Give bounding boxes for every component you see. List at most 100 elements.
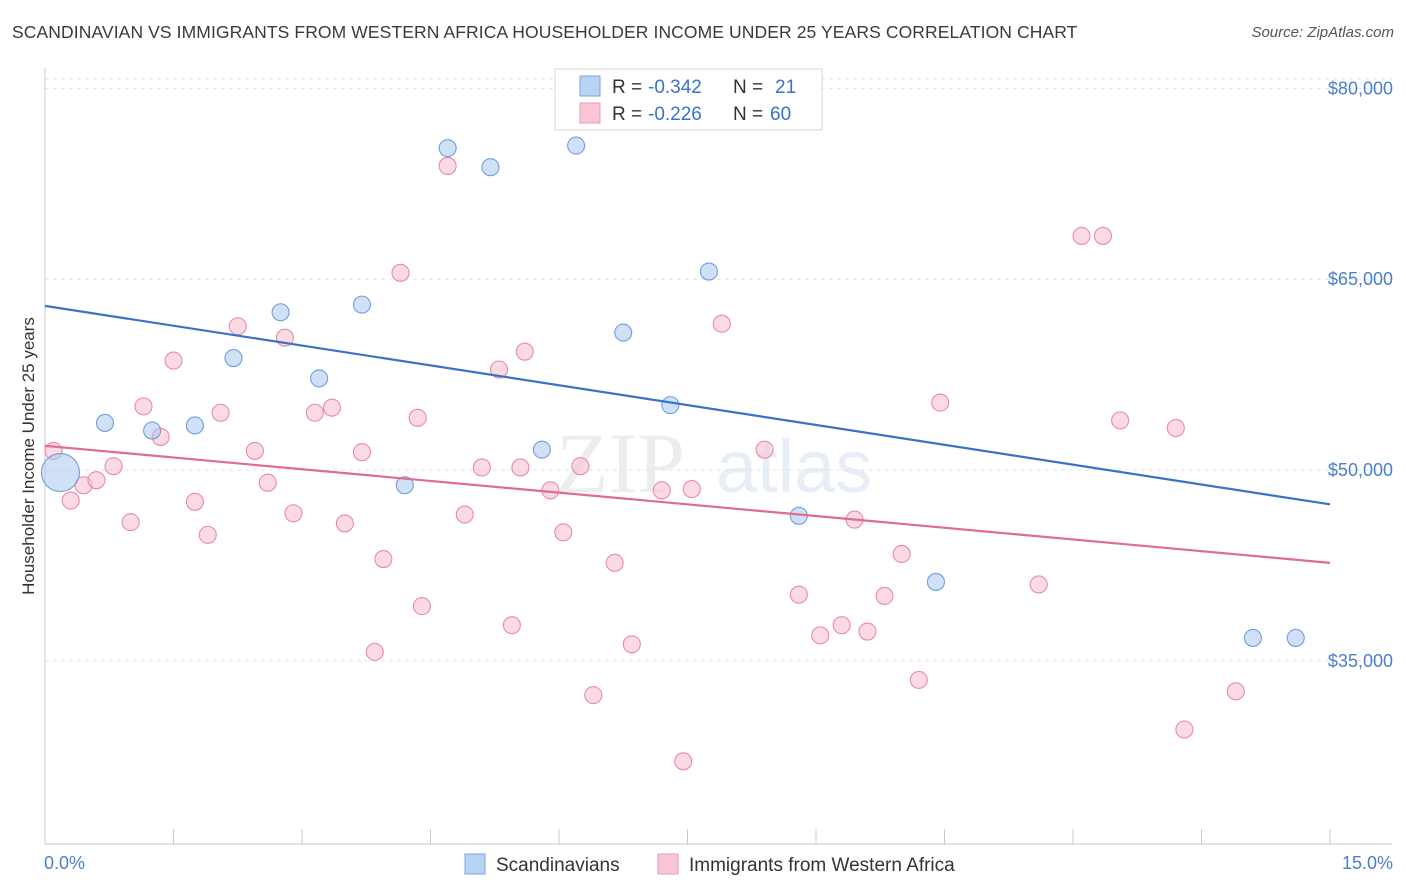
scandinavians-point bbox=[271, 303, 290, 322]
immigrants-point bbox=[455, 505, 474, 524]
immigrants-point bbox=[832, 616, 851, 635]
stats-r-label-blue: R = bbox=[612, 77, 642, 98]
scandinavians-point bbox=[185, 416, 204, 435]
immigrants-point bbox=[605, 553, 624, 572]
immigrants-point bbox=[502, 616, 521, 635]
immigrants-point bbox=[322, 398, 342, 417]
immigrants-point bbox=[622, 635, 641, 654]
y-tick-label: $35,000 bbox=[1328, 651, 1393, 671]
stats-r-value-pink: -0.226 bbox=[648, 104, 702, 125]
scandinavians-point bbox=[614, 323, 633, 342]
scandinavians-point bbox=[438, 139, 457, 158]
immigrants-point bbox=[892, 544, 911, 564]
stats-r-value-blue: -0.342 bbox=[648, 77, 702, 98]
legend-swatch-scandinavians bbox=[464, 853, 486, 875]
immigrants-point bbox=[335, 514, 354, 533]
immigrants-point bbox=[185, 492, 204, 511]
immigrants-point bbox=[352, 443, 372, 462]
immigrants-point bbox=[472, 458, 491, 477]
immigrants-point bbox=[61, 491, 80, 510]
scandinavians-point bbox=[310, 369, 329, 388]
scandinavians-point bbox=[699, 262, 718, 281]
gridlines bbox=[45, 78, 1392, 662]
immigrants-point bbox=[374, 549, 393, 569]
immigrants-point bbox=[712, 314, 731, 333]
scandinavians-point bbox=[1286, 628, 1305, 647]
scandinavians-point bbox=[926, 572, 945, 591]
scandinavians-point bbox=[224, 348, 243, 368]
immigrants-point bbox=[87, 471, 106, 490]
scandinavians-point bbox=[481, 158, 500, 177]
immigrants-point bbox=[1029, 575, 1048, 594]
scandinavians-point bbox=[1243, 628, 1262, 647]
immigrants-point bbox=[571, 457, 590, 476]
immigrants-point bbox=[682, 480, 701, 499]
immigrants-point bbox=[875, 586, 894, 605]
scandinavians-point bbox=[40, 452, 80, 493]
legend-label-scandinavians: Scandinavians bbox=[496, 855, 620, 876]
immigrants-point bbox=[228, 317, 247, 336]
immigrants-point bbox=[858, 622, 877, 641]
stats-n-label-pink: N = bbox=[733, 104, 763, 125]
immigrants-point bbox=[1175, 720, 1194, 739]
immigrants-point bbox=[438, 156, 457, 176]
immigrants-point bbox=[511, 458, 530, 477]
immigrants-point bbox=[489, 360, 509, 379]
x-ticks bbox=[44, 829, 1331, 844]
immigrants-point bbox=[284, 504, 303, 523]
immigrants-point bbox=[408, 408, 427, 427]
stats-n-label-blue: N = bbox=[733, 77, 763, 98]
immigrants-point bbox=[391, 263, 410, 282]
scandinavians-point bbox=[395, 476, 414, 495]
immigrants-point bbox=[305, 403, 324, 422]
stats-legend-swatch-blue bbox=[579, 75, 601, 97]
immigrants-point bbox=[245, 441, 264, 460]
immigrants-point bbox=[1093, 226, 1113, 245]
trend-lines bbox=[44, 304, 1331, 564]
immigrants-point bbox=[164, 351, 183, 370]
legend-swatch-immigrants bbox=[657, 853, 679, 875]
chart-title: SCANDINAVIAN VS IMMIGRANTS FROM WESTERN … bbox=[12, 22, 1078, 42]
immigrants-point bbox=[931, 393, 950, 412]
immigrants-point bbox=[652, 481, 671, 500]
axes bbox=[44, 68, 1392, 845]
immigrants-point bbox=[365, 642, 384, 661]
series-scandinavians-points bbox=[40, 100, 1305, 647]
stats-n-value-pink: 60 bbox=[770, 104, 791, 125]
immigrants-point bbox=[755, 440, 774, 459]
series-immigrants-points bbox=[44, 156, 1245, 771]
scandinavians-point bbox=[532, 440, 551, 459]
immigrants-point bbox=[121, 513, 140, 532]
immigrants-point bbox=[909, 670, 928, 689]
immigrants-point bbox=[104, 457, 123, 476]
immigrants-point bbox=[198, 525, 217, 544]
x-tick-label-min: 0.0% bbox=[44, 853, 85, 873]
immigrants-point bbox=[811, 626, 830, 645]
y-tick-label: $50,000 bbox=[1328, 460, 1393, 480]
immigrants-point bbox=[584, 686, 603, 705]
stats-r-label-pink: R = bbox=[612, 104, 642, 125]
immigrants-point bbox=[258, 473, 277, 492]
scandinavians-trend-line bbox=[44, 304, 1331, 506]
series-legend: Scandinavians Immigrants from Western Af… bbox=[464, 853, 955, 876]
scandinavians-point bbox=[143, 421, 162, 440]
y-axis-label: Householder Income Under 25 years bbox=[19, 317, 38, 595]
immigrants-point bbox=[515, 342, 534, 361]
immigrants-point bbox=[1072, 226, 1091, 245]
immigrants-point bbox=[134, 397, 153, 416]
stats-legend: R = -0.342 N = 21 R = -0.226 N = 60 bbox=[554, 68, 823, 131]
immigrants-point bbox=[412, 597, 431, 616]
x-tick-label-max: 15.0% bbox=[1342, 853, 1393, 873]
immigrants-point bbox=[554, 523, 573, 542]
immigrants-point bbox=[211, 403, 230, 422]
y-tick-label: $80,000 bbox=[1328, 78, 1393, 98]
immigrants-point bbox=[1166, 418, 1185, 438]
scandinavians-point bbox=[352, 295, 372, 314]
stats-legend-swatch-pink bbox=[579, 102, 601, 124]
scandinavians-point bbox=[661, 396, 680, 415]
stats-n-value-blue: 21 bbox=[775, 77, 796, 98]
y-tick-label: $65,000 bbox=[1328, 269, 1393, 289]
watermark-atlas: atlas bbox=[716, 425, 872, 508]
source-label: Source: ZipAtlas.com bbox=[1251, 24, 1394, 41]
